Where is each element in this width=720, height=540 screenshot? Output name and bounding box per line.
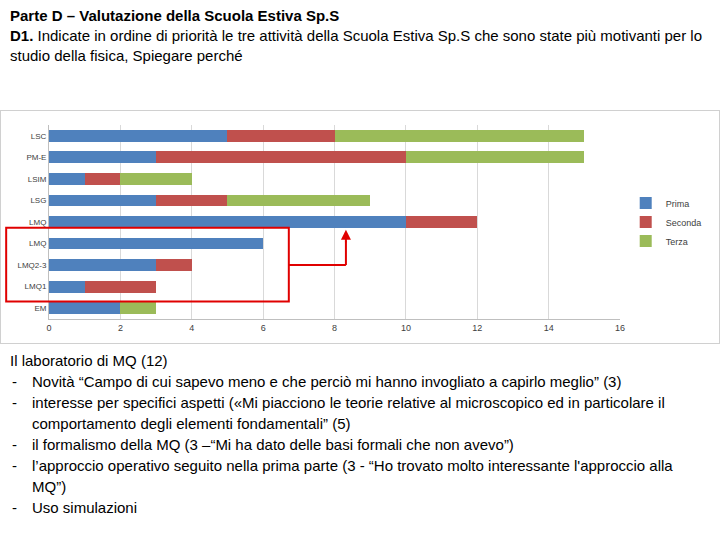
html-text:Parte D – Valutazione della Sc: Parte D – Valutazione della Scuola Estiv… — [10, 7, 340, 24]
svg-text:14: 14 — [544, 323, 554, 333]
svg-text:LMQ: LMQ — [29, 239, 46, 248]
html-text:D1. Indicate in ordine di prio: D1. Indicate in ordine di priorità le tr… — [10, 27, 702, 64]
svg-text:Seconda: Seconda — [666, 218, 702, 228]
html-text:il formalismo della MQ (3 –“Mi: il formalismo della MQ (3 –“Mi ha dato d… — [32, 436, 514, 453]
html-text:Il laboratorio di MQ (12): Il laboratorio di MQ (12) — [10, 352, 168, 369]
svg-text:2: 2 — [118, 323, 123, 333]
svg-text:PM-E: PM-E — [26, 153, 46, 162]
svg-text:8: 8 — [332, 323, 337, 333]
svg-text:10: 10 — [401, 323, 411, 333]
svg-text:16: 16 — [615, 323, 625, 333]
svg-text:LSG: LSG — [30, 196, 46, 205]
svg-text:LSC: LSC — [31, 132, 47, 141]
svg-text:6: 6 — [261, 323, 266, 333]
html-text:l’approccio operativo seguito: l’approccio operativo seguito nella prim… — [32, 457, 673, 495]
svg-text:LSIM: LSIM — [28, 175, 47, 184]
html-text:Uso simulazioni: Uso simulazioni — [32, 499, 137, 516]
svg-text:LMQ: LMQ — [29, 218, 46, 227]
html-text:Novità “Campo di cui sapevo me: Novità “Campo di cui sapevo meno e che p… — [32, 373, 622, 390]
svg-text:EM: EM — [34, 304, 46, 313]
svg-text:12: 12 — [472, 323, 482, 333]
html-text:interesse per specifici aspett: interesse per specifici aspetti («Mi pia… — [32, 394, 665, 432]
svg-text:Prima: Prima — [666, 199, 690, 209]
svg-text:0: 0 — [46, 323, 51, 333]
svg-text:LMQ1: LMQ1 — [25, 282, 47, 291]
svg-text:4: 4 — [189, 323, 194, 333]
svg-text:Terza: Terza — [666, 237, 688, 247]
svg-text:LMQ2-3: LMQ2-3 — [17, 261, 46, 270]
